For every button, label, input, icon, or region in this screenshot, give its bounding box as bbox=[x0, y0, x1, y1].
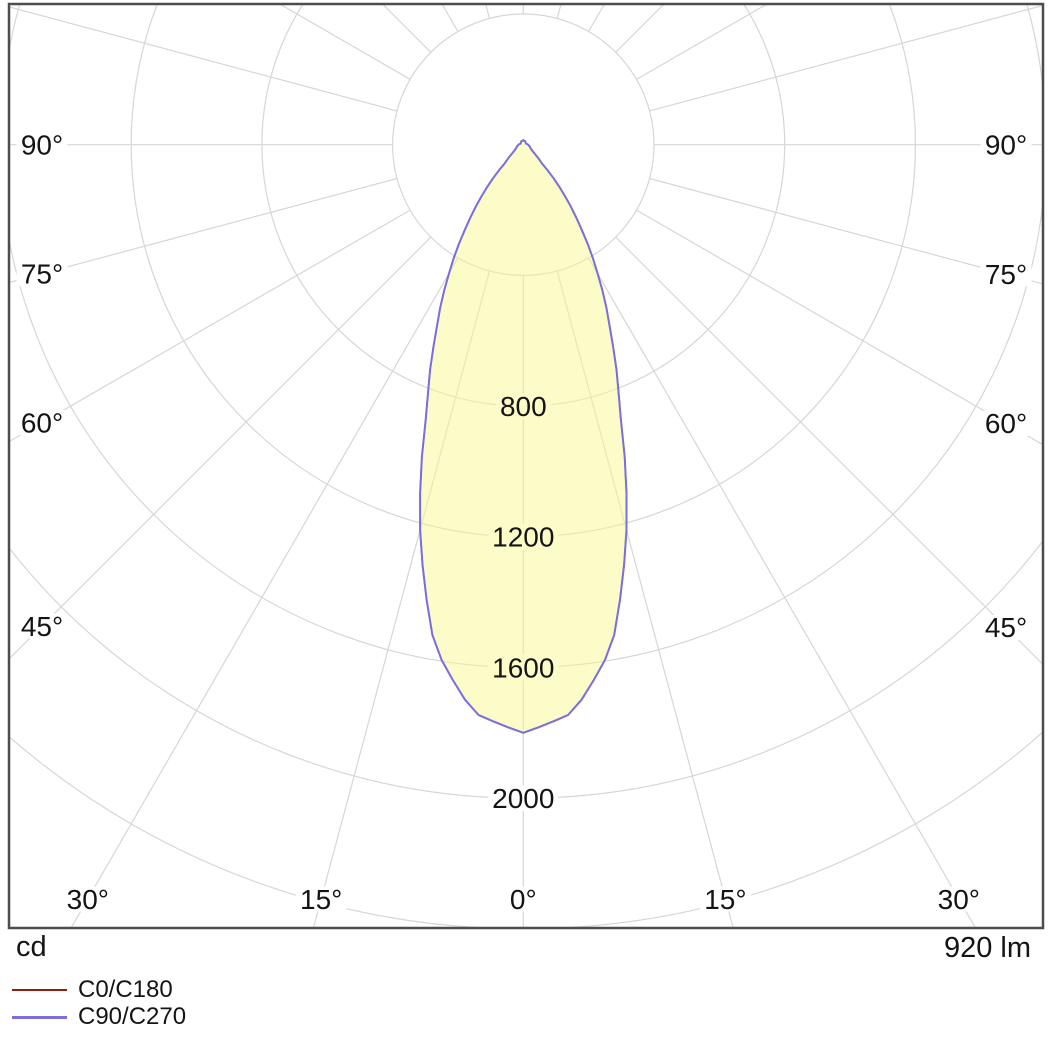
radial-grid-line bbox=[636, 5, 767, 80]
legend-line-c0-c180 bbox=[12, 989, 67, 991]
radial-grid-line bbox=[615, 236, 1042, 665]
ring-label-bg bbox=[488, 523, 559, 550]
ring-label: 800 bbox=[500, 391, 547, 422]
ring-label-bg bbox=[488, 654, 559, 681]
ring-label: 1600 bbox=[492, 652, 554, 683]
angle-label: 0° bbox=[510, 884, 537, 915]
radial-grid-line bbox=[636, 209, 1042, 445]
angle-label-bg bbox=[16, 261, 68, 287]
radial-grid-line bbox=[313, 270, 491, 927]
angle-label-bg bbox=[62, 886, 114, 912]
unit-candela-label: cd bbox=[16, 931, 47, 963]
angle-label-bg bbox=[295, 886, 347, 912]
plot-border bbox=[7, 2, 1045, 930]
angle-label-bg bbox=[933, 886, 985, 912]
legend-line-c90-c270 bbox=[12, 1015, 67, 1019]
radial-grid-line bbox=[556, 270, 734, 927]
radial-grid-line bbox=[10, 177, 398, 283]
angle-label: 45° bbox=[985, 612, 1027, 643]
intensity-lobe-fill bbox=[420, 140, 627, 733]
angle-label: 75° bbox=[985, 259, 1027, 290]
curve-c90-c270 bbox=[419, 139, 628, 734]
legend-label-c90-c270: C90/C270 bbox=[78, 1003, 187, 1030]
radial-grid-line bbox=[649, 5, 1042, 112]
radial-grid-line bbox=[382, 5, 432, 53]
angle-label-bg bbox=[980, 410, 1032, 436]
ring-label-bg bbox=[488, 785, 559, 812]
legend-item-c90-c270: C90/C270 bbox=[12, 1004, 186, 1030]
angle-label-bg bbox=[505, 886, 542, 912]
ring-label: 2000 bbox=[492, 783, 554, 814]
luminous-flux-label: 920 lm bbox=[943, 932, 1031, 964]
ring-label: 1200 bbox=[492, 522, 554, 553]
angle-label-bg bbox=[980, 132, 1032, 158]
angle-label: 30° bbox=[938, 884, 980, 915]
radial-grid-line bbox=[588, 257, 976, 927]
angle-label-bg bbox=[980, 614, 1032, 640]
angle-label: 90° bbox=[21, 130, 63, 161]
radial-grid-line bbox=[280, 5, 411, 80]
radial-grid-line bbox=[10, 236, 432, 659]
angle-label: 60° bbox=[985, 408, 1027, 439]
intensity-curves bbox=[419, 139, 628, 734]
legend-item-c0-c180: C0/C180 bbox=[12, 977, 173, 1003]
radial-grid-line bbox=[10, 6, 398, 112]
radial-grid-line bbox=[615, 5, 664, 53]
radial-grid-line bbox=[70, 257, 459, 927]
ring-labels: 800 1200 1600 2000 bbox=[488, 391, 559, 814]
angle-label: 60° bbox=[21, 407, 63, 438]
angle-label-bg bbox=[16, 613, 68, 639]
angle-label: 90° bbox=[985, 130, 1027, 161]
angle-label: 30° bbox=[67, 884, 109, 915]
angle-labels: 90° 75° 60° 45° 90° 75° 60° 45° 30° 15° 0° 15° 30° bbox=[16, 130, 1032, 915]
angle-label-bg bbox=[980, 261, 1032, 287]
angle-label-bg bbox=[16, 410, 68, 436]
angle-label: 15° bbox=[704, 884, 746, 915]
angle-label-bg bbox=[699, 886, 751, 912]
legend-label-c0-c180: C0/C180 bbox=[78, 976, 173, 1003]
radial-grid-line bbox=[649, 177, 1042, 285]
angle-label: 45° bbox=[21, 611, 63, 642]
angle-label: 15° bbox=[300, 884, 342, 915]
angle-label-bg bbox=[16, 132, 68, 158]
ring-label-bg bbox=[496, 393, 551, 420]
angle-label: 75° bbox=[21, 259, 63, 290]
radial-grid-line bbox=[10, 209, 411, 442]
